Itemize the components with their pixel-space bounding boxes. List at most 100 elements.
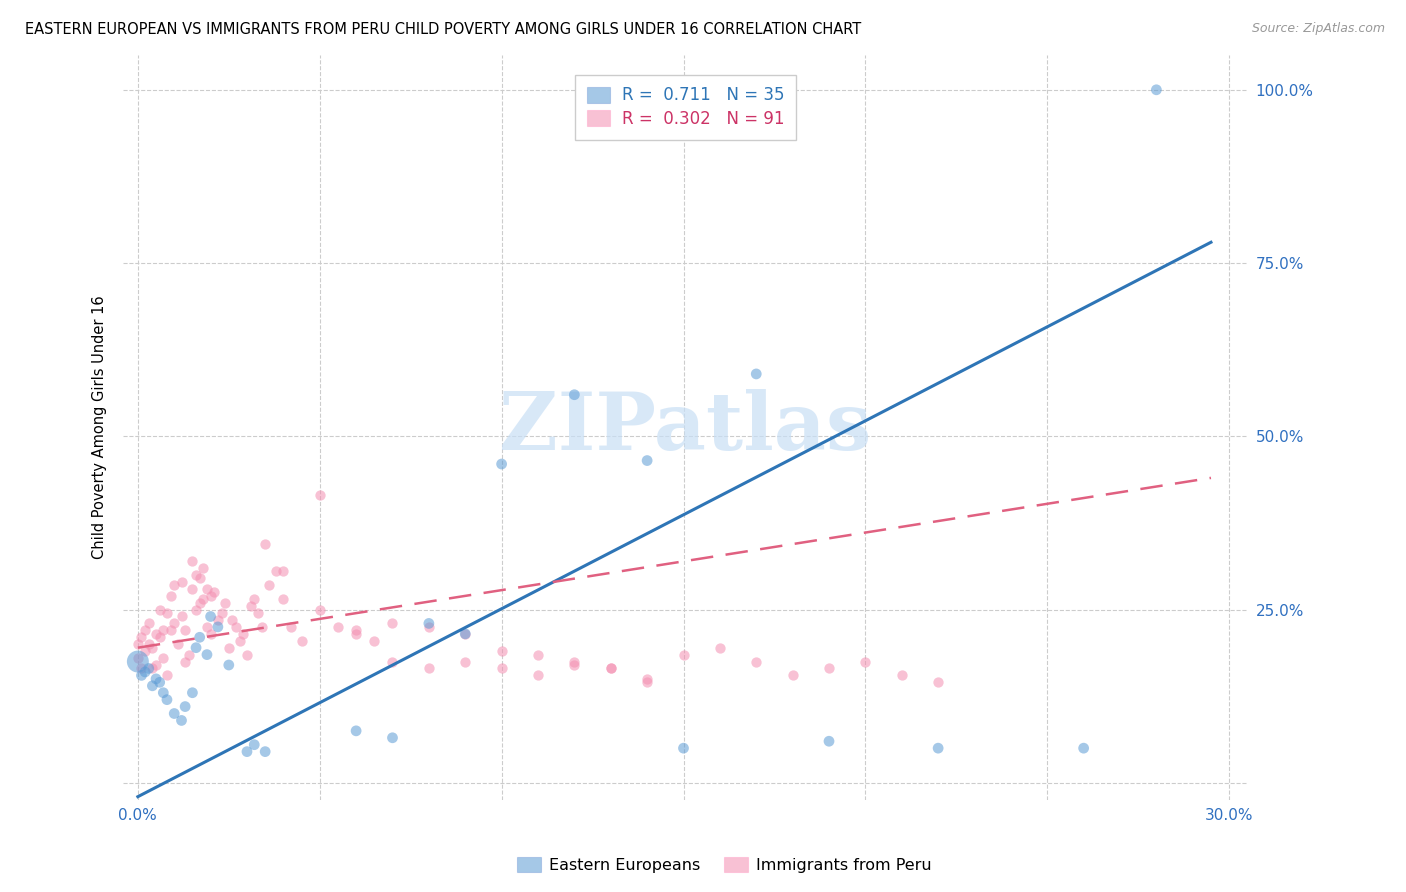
Point: [326, 620, 349, 634]
Point: [152, 624, 174, 638]
Point: [308, 488, 330, 502]
Point: [273, 592, 295, 607]
Point: [381, 731, 404, 745]
Text: EASTERN EUROPEAN VS IMMIGRANTS FROM PERU CHILD POVERTY AMONG GIRLS UNDER 16 CORR: EASTERN EUROPEAN VS IMMIGRANTS FROM PERU…: [25, 22, 862, 37]
Point: [141, 679, 163, 693]
Point: [1073, 741, 1095, 756]
Point: [145, 658, 167, 673]
Point: [527, 668, 550, 682]
Point: [927, 741, 949, 756]
Point: [344, 624, 367, 638]
Point: [636, 675, 658, 690]
Point: [1144, 83, 1167, 97]
Point: [418, 620, 440, 634]
Point: [181, 554, 204, 568]
Point: [636, 672, 658, 686]
Point: [308, 602, 330, 616]
Point: [200, 589, 222, 603]
Point: [188, 630, 211, 644]
Point: [344, 723, 367, 738]
Point: [159, 589, 181, 603]
Point: [745, 655, 768, 669]
Point: [141, 640, 163, 655]
Point: [672, 648, 695, 662]
Point: [188, 596, 211, 610]
Point: [195, 582, 218, 596]
Point: [193, 561, 215, 575]
Text: Source: ZipAtlas.com: Source: ZipAtlas.com: [1251, 22, 1385, 36]
Point: [170, 714, 193, 728]
Point: [141, 661, 163, 675]
Point: [672, 741, 695, 756]
Point: [254, 745, 277, 759]
Point: [344, 627, 367, 641]
Point: [527, 648, 550, 662]
Point: [818, 734, 841, 748]
Point: [163, 578, 186, 592]
Point: [211, 606, 233, 620]
Point: [236, 648, 259, 662]
Point: [163, 706, 186, 721]
Point: [491, 457, 513, 471]
Point: [184, 602, 207, 616]
Point: [225, 620, 247, 634]
Point: [246, 606, 269, 620]
Point: [221, 613, 243, 627]
Point: [138, 616, 160, 631]
Point: [184, 568, 207, 582]
Point: [418, 661, 440, 675]
Point: [193, 592, 215, 607]
Point: [170, 574, 193, 589]
Point: [290, 633, 312, 648]
Point: [145, 627, 167, 641]
Point: [149, 630, 172, 644]
Point: [818, 661, 841, 675]
Point: [214, 596, 236, 610]
Point: [273, 565, 295, 579]
Point: [134, 624, 156, 638]
Point: [127, 655, 149, 669]
Point: [236, 745, 259, 759]
Point: [243, 592, 266, 607]
Point: [381, 616, 404, 631]
Point: [890, 668, 912, 682]
Point: [254, 537, 277, 551]
Point: [156, 692, 179, 706]
Point: [636, 453, 658, 467]
Point: [152, 651, 174, 665]
Point: [454, 627, 477, 641]
Point: [163, 616, 186, 631]
Y-axis label: Child Poverty Among Girls Under 16: Child Poverty Among Girls Under 16: [93, 296, 107, 559]
Point: [218, 640, 240, 655]
Legend: R =  0.711   N = 35, R =  0.302   N = 91: R = 0.711 N = 35, R = 0.302 N = 91: [575, 75, 796, 140]
Point: [381, 655, 404, 669]
Point: [131, 668, 153, 682]
Point: [134, 665, 156, 679]
Text: ZIPatlas: ZIPatlas: [499, 389, 872, 467]
Point: [454, 655, 477, 669]
Point: [195, 620, 218, 634]
Point: [131, 630, 153, 644]
Point: [709, 640, 731, 655]
Point: [491, 661, 513, 675]
Point: [564, 388, 586, 402]
Point: [280, 620, 302, 634]
Point: [564, 655, 586, 669]
Point: [454, 627, 477, 641]
Point: [232, 627, 254, 641]
Point: [149, 675, 172, 690]
Point: [853, 655, 876, 669]
Point: [156, 606, 179, 620]
Point: [174, 624, 197, 638]
Point: [363, 633, 385, 648]
Point: [745, 367, 768, 381]
Point: [156, 668, 179, 682]
Point: [200, 609, 222, 624]
Point: [159, 624, 181, 638]
Point: [138, 661, 160, 675]
Point: [145, 672, 167, 686]
Point: [264, 565, 287, 579]
Point: [250, 620, 273, 634]
Point: [138, 637, 160, 651]
Point: [207, 620, 229, 634]
